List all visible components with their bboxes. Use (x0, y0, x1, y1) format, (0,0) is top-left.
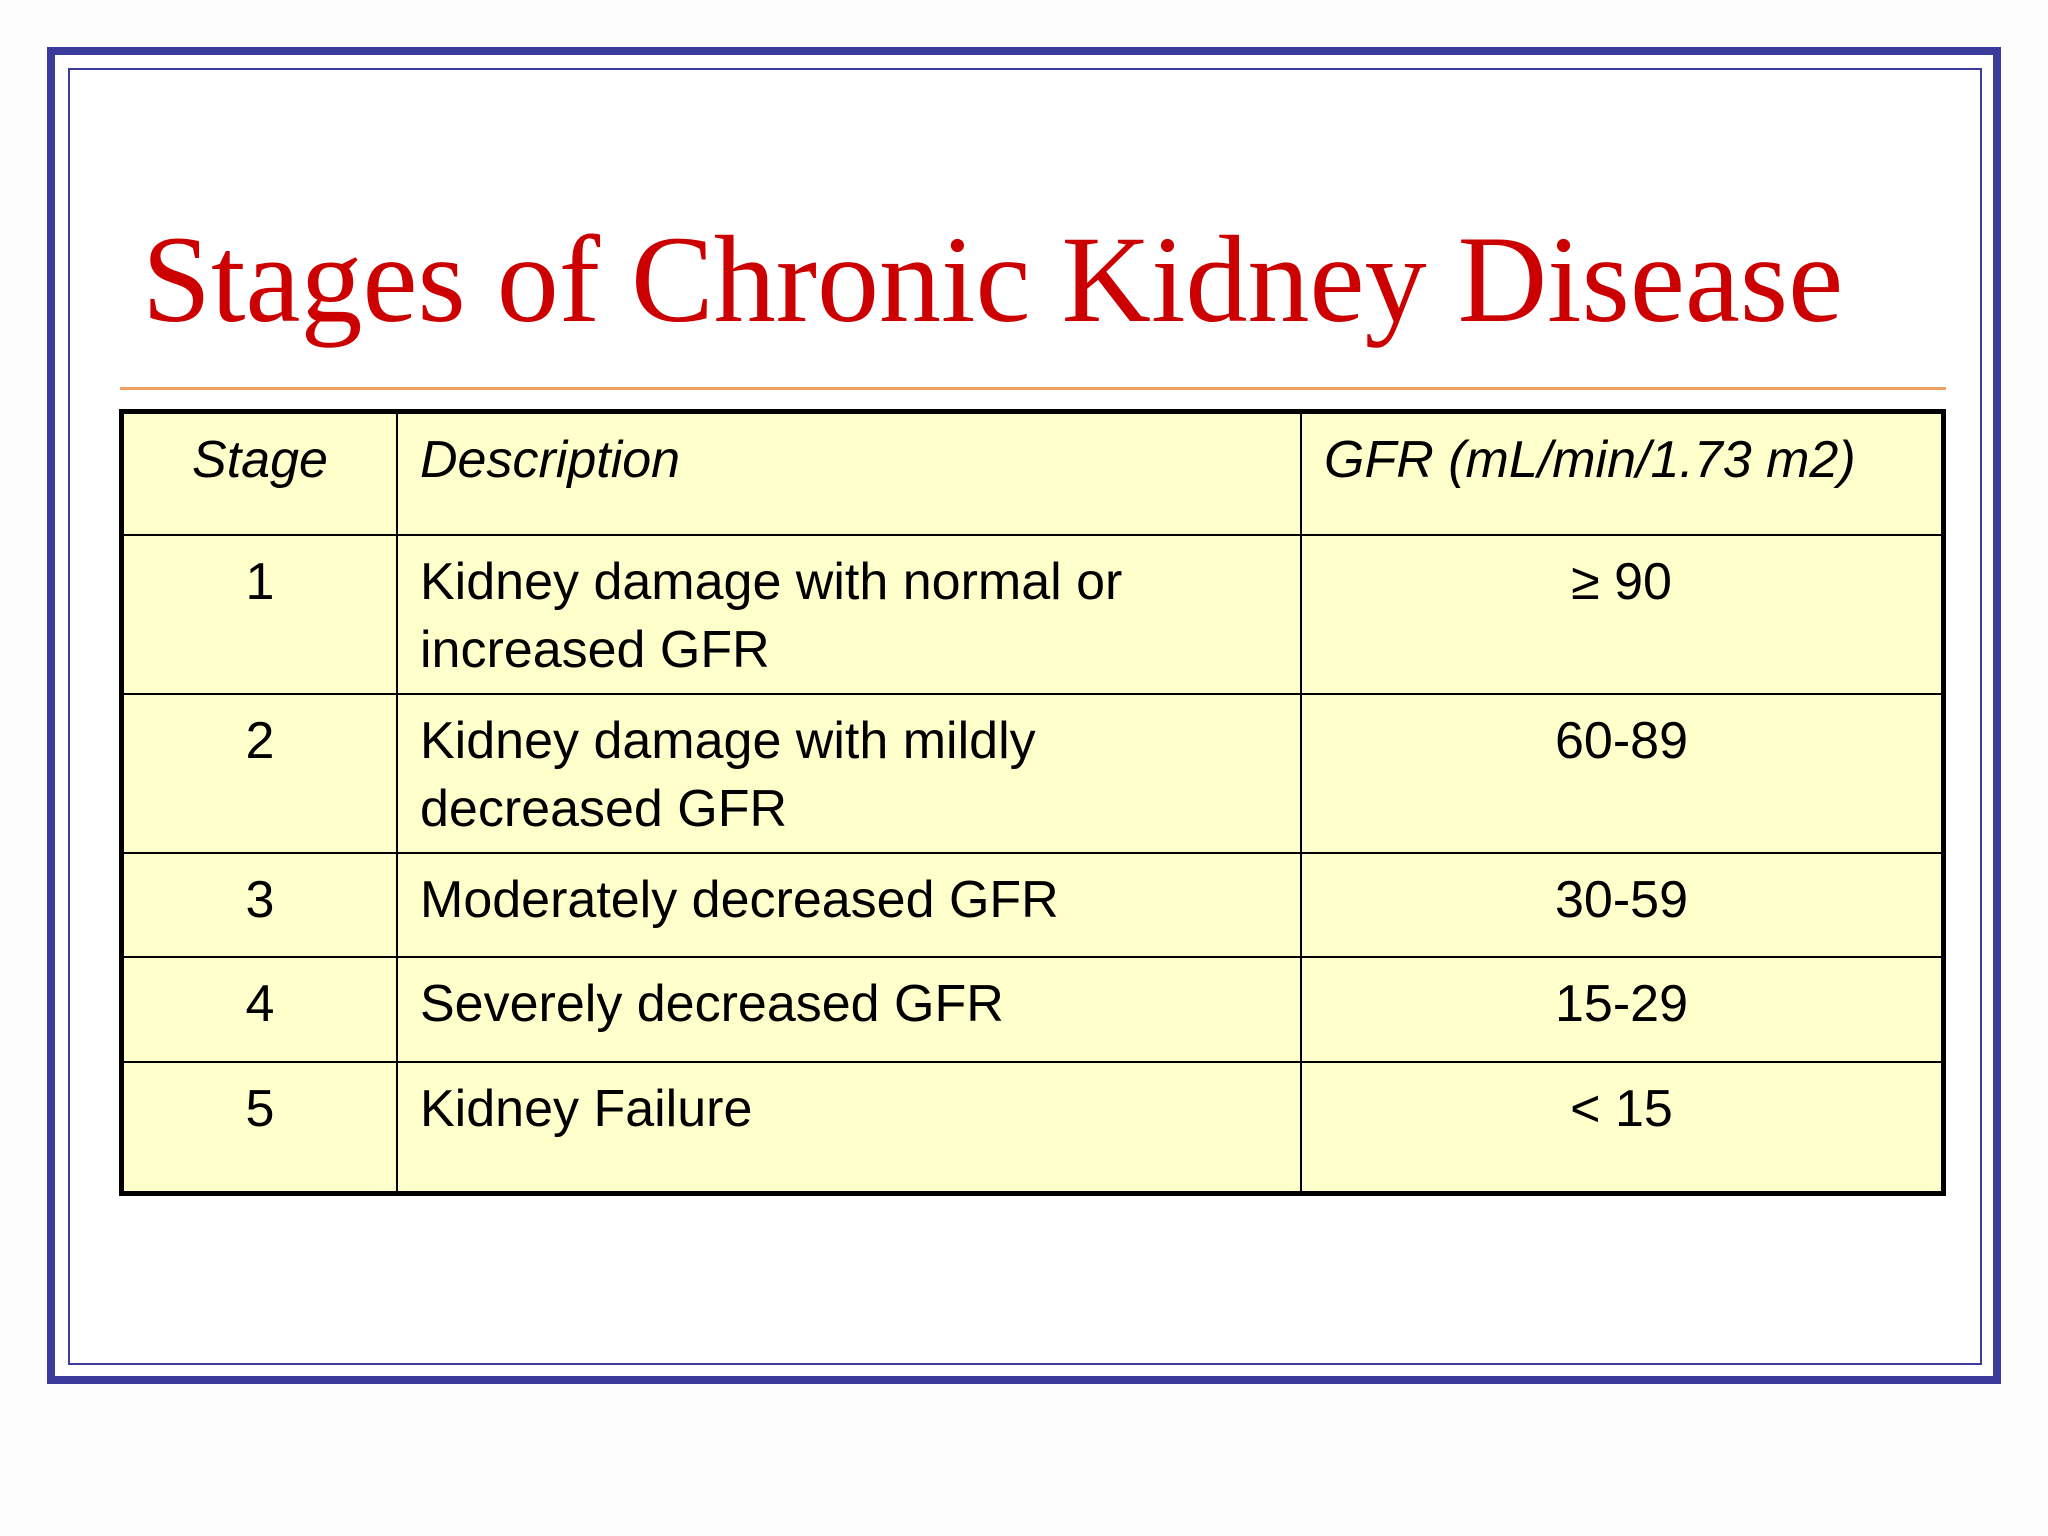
table-cell: 60-89 (1300, 693, 1945, 854)
table-cell: 15-29 (1300, 956, 1945, 1063)
header-cell: Stage (120, 410, 398, 536)
title-rule (120, 387, 1946, 390)
table-cell: Moderately decreased GFR (396, 852, 1302, 958)
stages-table: Stage Description GFR (mL/min/1.73 m2) 1 Kid… (119, 409, 1946, 1196)
table-cell: < 15 (1300, 1061, 1945, 1195)
table-row: 1 Kidney damage with normal or increased … (120, 534, 1945, 695)
table-cell: 3 (120, 852, 398, 958)
header-cell: GFR (mL/min/1.73 m2) (1300, 410, 1945, 536)
table-cell: 2 (120, 693, 398, 854)
table-cell: 30-59 (1300, 852, 1945, 958)
slide-title: Stages of Chronic Kidney Disease (142, 211, 1844, 348)
table-cell: Kidney damage with normal or increased G… (396, 534, 1302, 695)
table-cell: 1 (120, 534, 398, 695)
table-row: 3 Moderately decreased GFR 30-59 (120, 852, 1945, 958)
table-row: 4 Severely decreased GFR 15-29 (120, 956, 1945, 1063)
table-cell: Severely decreased GFR (396, 956, 1302, 1063)
table-row: 2 Kidney damage with mildly decreased GFR… (120, 693, 1945, 854)
table-cell: 5 (120, 1061, 398, 1195)
table-row: 5 Kidney Failure < 15 (120, 1061, 1945, 1195)
header-row: Stage Description GFR (mL/min/1.73 m2) (120, 410, 1945, 536)
table-cell: 4 (120, 956, 398, 1063)
table-cell: Kidney Failure (396, 1061, 1302, 1195)
header-cell: Description (396, 410, 1302, 536)
slide-inner-frame (68, 68, 1982, 1365)
table-cell: ≥ 90 (1300, 534, 1945, 695)
table-body: Stage Description GFR (mL/min/1.73 m2) 1 Kid… (120, 410, 1945, 1195)
table-cell: Kidney damage with mildly decreased GFR (396, 693, 1302, 854)
